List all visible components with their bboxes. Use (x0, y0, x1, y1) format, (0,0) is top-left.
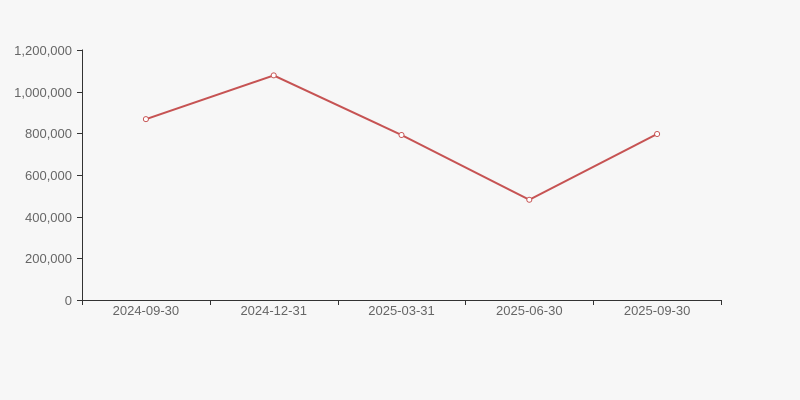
y-axis-label: 200,000 (25, 251, 72, 266)
data-point-marker[interactable] (654, 130, 661, 137)
y-axis-label: 600,000 (25, 168, 72, 183)
x-axis-label: 2024-12-31 (240, 303, 307, 318)
y-axis-label: 400,000 (25, 210, 72, 225)
y-axis-label: 800,000 (25, 126, 72, 141)
y-axis-label: 1,000,000 (14, 85, 72, 100)
x-axis-label: 2025-06-30 (496, 303, 563, 318)
x-axis-label: 2025-09-30 (624, 303, 691, 318)
data-point-marker[interactable] (142, 116, 149, 123)
data-point-marker[interactable] (270, 72, 277, 79)
data-point-marker[interactable] (526, 196, 533, 203)
y-axis-label: 1,200,000 (14, 43, 72, 58)
x-axis-label: 2024-09-30 (113, 303, 180, 318)
x-axis-label: 2025-03-31 (368, 303, 435, 318)
y-axis-label: 0 (65, 293, 72, 308)
data-point-marker[interactable] (398, 132, 405, 138)
